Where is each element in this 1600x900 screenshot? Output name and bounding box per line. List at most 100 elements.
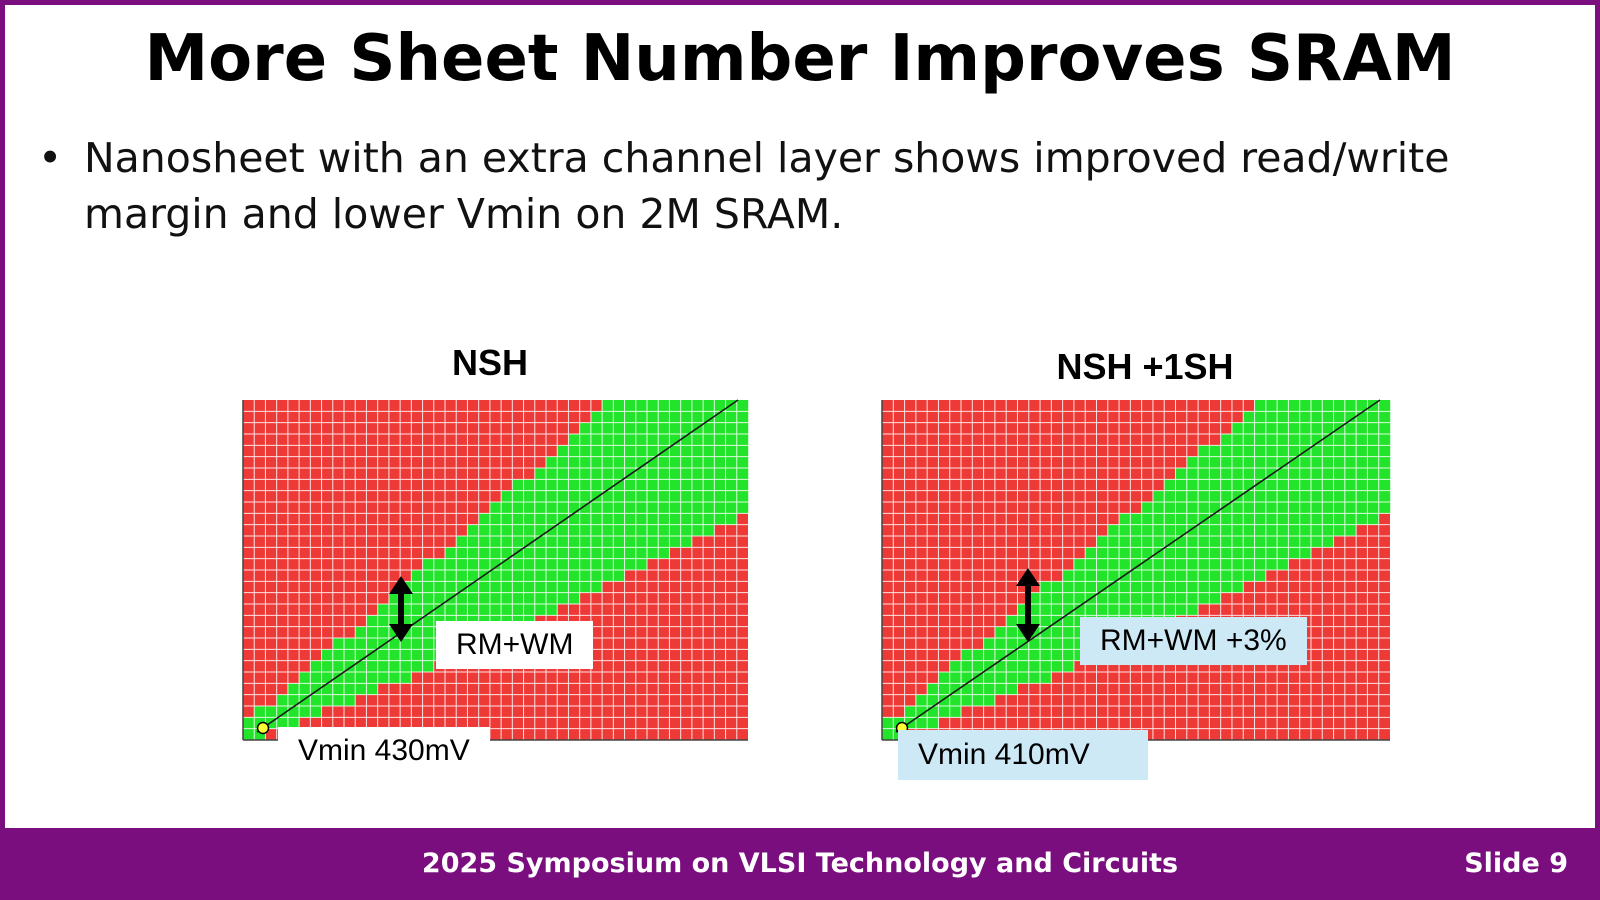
pass-cell	[332, 672, 345, 684]
pass-cell	[287, 694, 300, 707]
pass-cell	[467, 547, 479, 559]
pass-cell	[1310, 468, 1323, 480]
pass-cell	[1096, 570, 1108, 582]
pass-cell	[972, 672, 984, 684]
pass-cell	[1265, 422, 1278, 435]
pass-cell	[1243, 411, 1255, 423]
pass-cell	[1119, 547, 1131, 559]
pass-cell	[983, 683, 996, 695]
pass-cell	[546, 536, 558, 548]
pass-cell	[736, 468, 749, 480]
pass-cell	[590, 513, 603, 525]
pass-cell	[1028, 660, 1041, 673]
pass-cell	[1220, 524, 1233, 537]
pass-cell	[1062, 626, 1075, 639]
pass-cell	[1051, 649, 1063, 661]
pass-cell	[568, 581, 580, 593]
pass-cell	[1265, 411, 1278, 423]
pass-cell	[647, 422, 659, 435]
pass-cell	[1040, 615, 1052, 627]
pass-cell	[1130, 604, 1142, 616]
pass-cell	[1288, 502, 1300, 514]
pass-cell	[1220, 558, 1233, 571]
pass-cell	[377, 615, 390, 627]
pass-cell	[1028, 626, 1041, 639]
pass-cell	[647, 468, 659, 480]
pass-cell	[613, 479, 625, 491]
pass-cell	[1344, 502, 1357, 514]
pass-cell	[321, 672, 333, 684]
pass-cell	[1367, 411, 1379, 423]
pass-cell	[1209, 479, 1221, 491]
pass-cell	[1231, 558, 1244, 571]
pass-cell	[736, 490, 749, 503]
pass-cell	[1152, 581, 1165, 593]
pass-cell	[332, 683, 345, 695]
pass-cell	[590, 456, 603, 469]
pass-cell	[1119, 581, 1131, 593]
pass-cell	[624, 502, 636, 514]
pass-cell	[478, 524, 491, 537]
pass-cell	[703, 434, 715, 446]
pass-cell	[904, 706, 917, 718]
pass-cell	[568, 456, 580, 469]
pass-cell	[602, 445, 614, 457]
pass-cell	[568, 434, 580, 446]
pass-cell	[680, 456, 693, 469]
pass-cell	[523, 604, 535, 616]
pass-cell	[523, 581, 535, 593]
pass-cell	[1175, 592, 1187, 605]
pass-cell	[512, 547, 524, 559]
pass-cell	[669, 490, 681, 503]
pass-cell	[501, 570, 513, 582]
pass-cell	[994, 649, 1007, 661]
pass-cell	[714, 400, 726, 412]
pass-cell	[703, 456, 715, 469]
pass-cell	[590, 468, 603, 480]
pass-cell	[1186, 524, 1199, 537]
pass-cell	[1040, 626, 1052, 639]
pass-cell	[680, 536, 693, 548]
pass-cell	[703, 502, 715, 514]
pass-cell	[501, 581, 513, 593]
pass-cell	[1254, 445, 1267, 457]
pass-cell	[927, 706, 939, 718]
pass-cell	[1141, 547, 1154, 559]
pass-cell	[1322, 536, 1334, 548]
pass-cell	[1130, 536, 1142, 548]
pass-cell	[1243, 547, 1255, 559]
pass-cell	[1265, 434, 1278, 446]
pass-cell	[635, 468, 648, 480]
pass-cell	[1231, 479, 1244, 491]
vmin-label-nsh-1sh: Vmin 410mV	[898, 730, 1148, 780]
pass-cell	[590, 558, 603, 571]
pass-cell	[1288, 513, 1300, 525]
pass-cell	[557, 479, 569, 491]
pass-cell	[422, 626, 434, 639]
pass-cell	[1277, 524, 1289, 537]
pass-cell	[1310, 400, 1323, 412]
pass-cell	[1141, 502, 1154, 514]
pass-cell	[287, 683, 300, 695]
pass-cell	[680, 434, 693, 446]
pass-cell	[1367, 479, 1379, 491]
pass-cell	[602, 513, 614, 525]
pass-cell	[579, 479, 592, 491]
bullet-text: Nanosheet with an extra channel layer sh…	[84, 134, 1450, 238]
pass-cell	[1141, 536, 1154, 548]
pass-cell	[489, 513, 502, 525]
pass-cell	[1107, 524, 1120, 537]
pass-cell	[1152, 524, 1165, 537]
pass-cell	[949, 694, 962, 707]
pass-cell	[1073, 615, 1086, 627]
pass-cell	[568, 547, 580, 559]
pass-cell	[1254, 513, 1267, 525]
pass-cell	[961, 649, 973, 661]
pass-cell	[546, 592, 558, 605]
pass-cell	[366, 615, 378, 627]
pass-cell	[680, 502, 693, 514]
pass-cell	[1175, 524, 1187, 537]
pass-cell	[613, 434, 625, 446]
pass-cell	[635, 490, 648, 503]
pass-cell	[489, 536, 502, 548]
